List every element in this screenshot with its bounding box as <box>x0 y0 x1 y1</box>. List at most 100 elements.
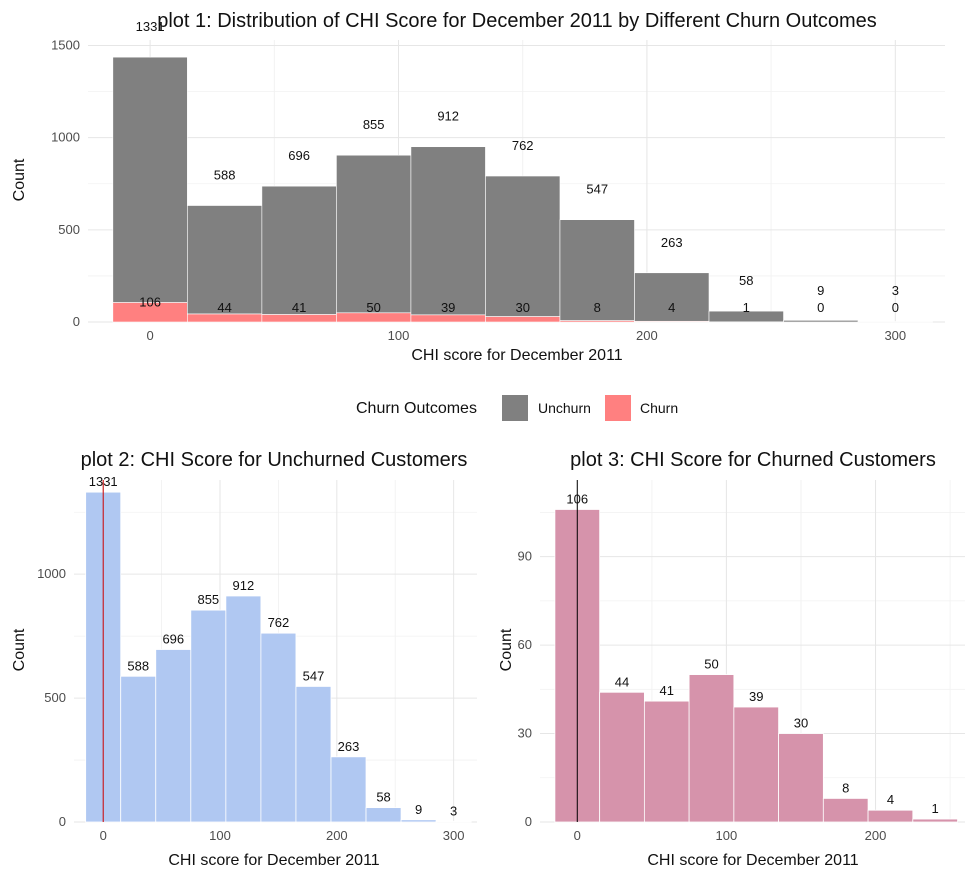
p3-y-tick-label: 60 <box>518 637 532 652</box>
plot2-title: plot 2: CHI Score for Unchurned Customer… <box>81 449 468 471</box>
p2-bar <box>400 819 437 823</box>
plot2-x-axis-title: CHI score for December 2011 <box>168 852 379 869</box>
p1-bar-unchurn <box>634 272 710 322</box>
p2-bar <box>120 675 157 823</box>
legend-title: Churn Outcomes <box>356 400 477 417</box>
p1-bar-churn <box>485 316 561 323</box>
p3-data-label: 8 <box>842 780 849 795</box>
p1-label-churn: 106 <box>139 294 161 309</box>
p2-bar <box>295 686 332 823</box>
p3-data-label: 44 <box>615 674 629 689</box>
p1-label-churn: 0 <box>817 300 824 315</box>
p2-bar <box>225 595 262 823</box>
plot1: plot 1: Distribution of CHI Score for De… <box>11 10 945 364</box>
p3-x-tick-label: 100 <box>716 828 738 843</box>
p2-data-label: 696 <box>162 632 184 647</box>
p3-y-tick-label: 30 <box>518 726 532 741</box>
plot3-y-axis-title: Count <box>498 628 515 671</box>
p3-bar <box>733 706 779 823</box>
p1-y-tick-label: 0 <box>73 314 80 329</box>
p3-bar <box>867 809 914 823</box>
p1-label-unchurn: 1331 <box>136 19 165 34</box>
p2-x-tick-label: 300 <box>443 828 465 843</box>
p2-y-tick-label: 500 <box>44 690 66 705</box>
p1-label-churn: 8 <box>594 300 601 315</box>
p1-y-tick-label: 1500 <box>51 38 80 53</box>
p3-data-label: 41 <box>660 683 674 698</box>
p2-data-label: 3 <box>450 803 457 818</box>
p1-x-tick-label: 200 <box>636 328 658 343</box>
plot2: plot 2: CHI Score for Unchurned Customer… <box>11 449 477 869</box>
p1-label-unchurn: 58 <box>739 273 753 288</box>
p2-data-label: 58 <box>376 790 390 805</box>
p1-bar-unchurn <box>410 146 486 316</box>
p1-bar-unchurn <box>708 310 784 323</box>
p2-y-tick-label: 1000 <box>37 566 66 581</box>
legend: Churn Outcomes Unchurn Churn <box>356 395 678 421</box>
p1-bar-unchurn <box>559 219 635 321</box>
p1-y-tick-label: 1000 <box>51 130 80 145</box>
p1-bar-unchurn <box>261 185 337 315</box>
plot2-data-labels: 1331 588 696 855 912 762 547 263 58 9 3 <box>89 474 458 818</box>
p2-data-label: 9 <box>415 802 422 817</box>
p1-bar-unchurn <box>857 321 933 323</box>
plot2-y-ticks: 0 500 1000 <box>37 566 66 829</box>
plot1-title: plot 1: Distribution of CHI Score for De… <box>157 10 877 32</box>
plot2-y-axis-title: Count <box>11 628 28 671</box>
legend-label-churn: Churn <box>640 400 678 416</box>
p1-label-churn: 39 <box>441 300 455 315</box>
p1-label-churn: 30 <box>515 300 529 315</box>
legend-label-unchurn: Unchurn <box>538 400 591 416</box>
p1-x-tick-label: 300 <box>884 328 906 343</box>
plot3-x-axis-title: CHI score for December 2011 <box>647 852 858 869</box>
p3-data-label: 4 <box>887 792 894 807</box>
p1-label-churn: 44 <box>217 300 231 315</box>
plot2-bars <box>85 491 472 823</box>
p1-label-unchurn: 696 <box>288 148 310 163</box>
p1-label-unchurn: 3 <box>892 283 899 298</box>
p3-bar <box>778 733 824 823</box>
p1-bar-unchurn <box>336 154 412 314</box>
p2-data-label: 762 <box>268 615 290 630</box>
p1-label-unchurn: 9 <box>817 283 824 298</box>
p2-y-tick-label: 0 <box>59 814 66 829</box>
p2-bar <box>330 756 367 823</box>
p1-x-tick-label: 0 <box>146 328 153 343</box>
p1-label-churn: 4 <box>668 300 675 315</box>
p1-label-churn: 50 <box>366 300 380 315</box>
p2-bar <box>190 609 227 823</box>
p2-bar <box>435 820 472 823</box>
plot3: plot 3: CHI Score for Churned Customers … <box>498 449 965 869</box>
p3-y-tick-label: 90 <box>518 549 532 564</box>
p3-data-label: 1 <box>932 801 939 816</box>
plot1-x-axis-title: CHI score for December 2011 <box>411 347 622 364</box>
p3-bar <box>912 818 958 823</box>
p3-data-label: 106 <box>566 491 588 506</box>
legend-swatch-unchurn <box>502 395 528 421</box>
p2-data-label: 855 <box>197 592 219 607</box>
legend-swatch-churn <box>605 395 631 421</box>
p3-bar <box>643 700 690 823</box>
p1-label-unchurn: 588 <box>214 168 236 183</box>
p1-label-churn: 0 <box>892 300 899 315</box>
p2-data-label: 588 <box>127 658 149 673</box>
p1-x-tick-label: 100 <box>388 328 410 343</box>
plot2-x-ticks: 0 100 200 300 <box>100 828 465 843</box>
plot3-bars <box>554 509 958 823</box>
p1-bar-unchurn <box>783 320 859 323</box>
p1-label-unchurn: 547 <box>586 182 608 197</box>
p2-x-tick-label: 200 <box>326 828 348 843</box>
plot1-y-ticks: 0 500 1000 1500 <box>51 38 80 329</box>
p3-data-label: 50 <box>704 657 718 672</box>
p2-bar <box>365 807 402 823</box>
p1-label-churn: 1 <box>743 300 750 315</box>
plot1-data-labels: 1331106588446964185550912397623054782634… <box>136 19 899 315</box>
plot3-title: plot 3: CHI Score for Churned Customers <box>570 449 936 471</box>
plot3-x-ticks: 0 100 200 <box>574 828 887 843</box>
p3-bar <box>822 798 869 823</box>
p3-data-label: 39 <box>749 689 763 704</box>
p2-data-label: 547 <box>303 668 325 683</box>
p3-data-label: 30 <box>794 716 808 731</box>
